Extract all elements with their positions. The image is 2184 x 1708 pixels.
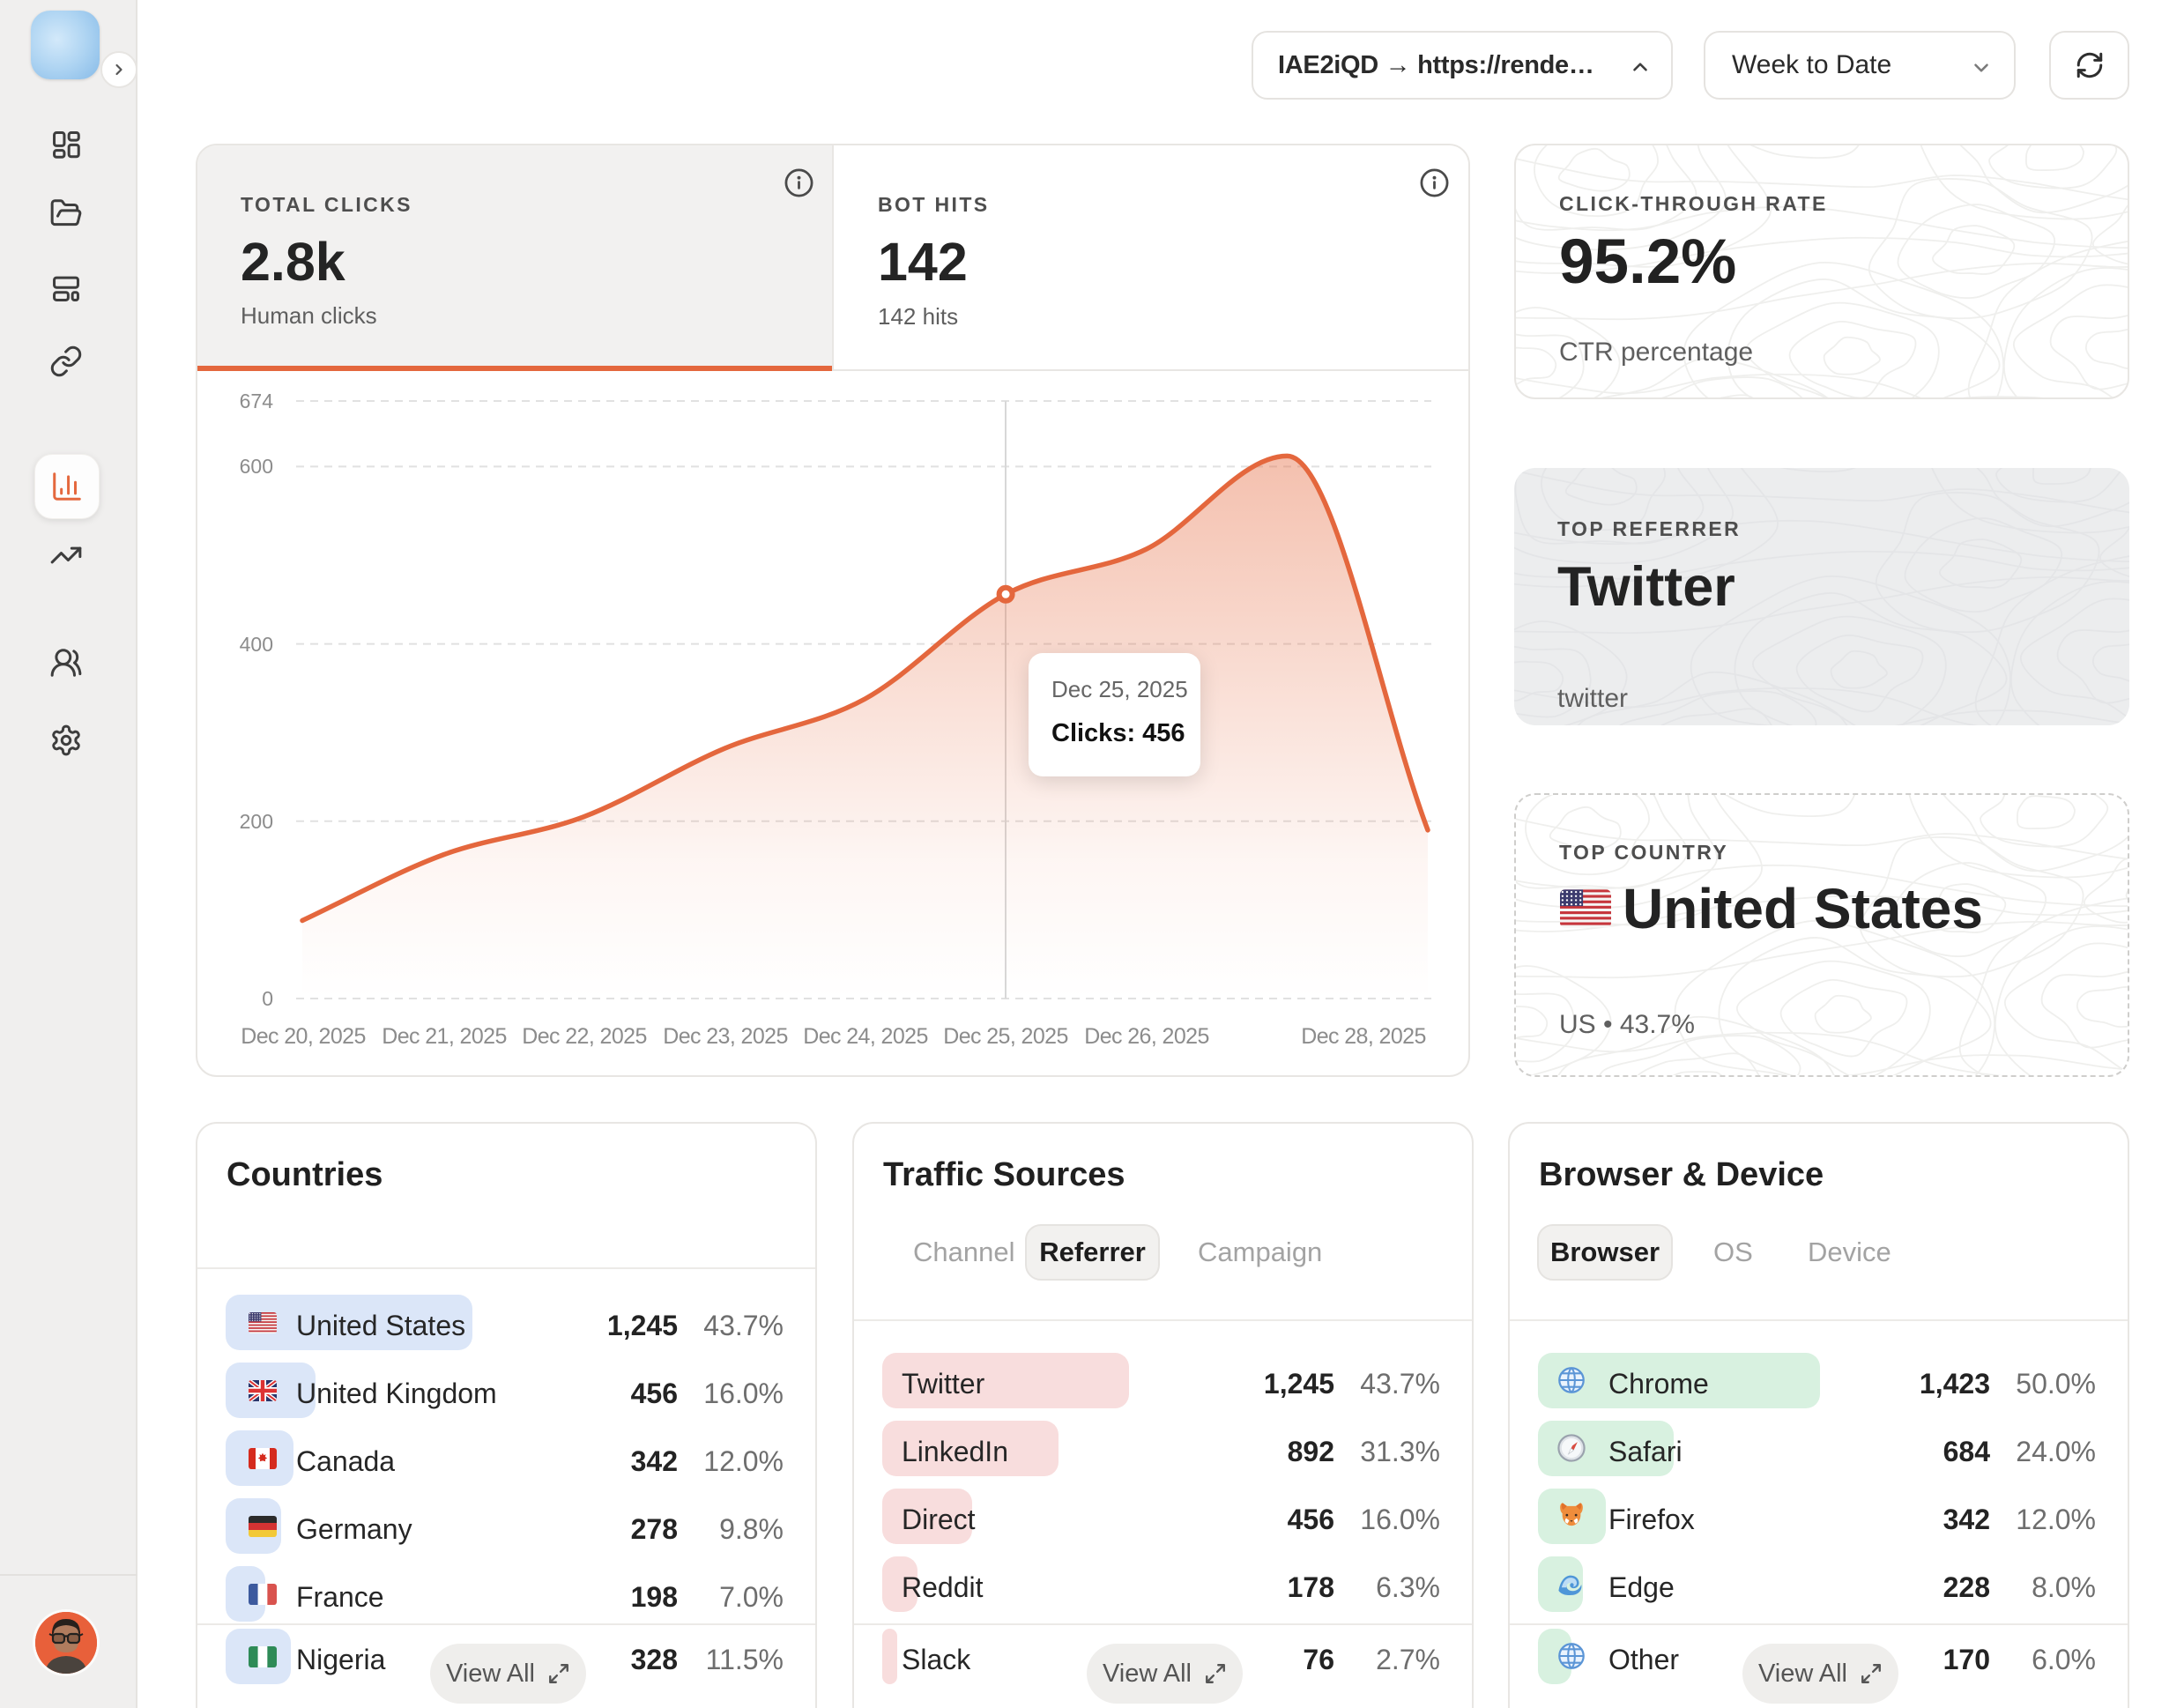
svg-text:Dec 23, 2025: Dec 23, 2025	[663, 1024, 788, 1049]
svg-text:Dec 21, 2025: Dec 21, 2025	[382, 1024, 507, 1049]
svg-text:Dec 25, 2025: Dec 25, 2025	[943, 1024, 1068, 1049]
svg-text:Dec 22, 2025: Dec 22, 2025	[522, 1024, 647, 1049]
svg-text:200: 200	[240, 810, 273, 833]
svg-text:400: 400	[240, 633, 273, 656]
svg-text:Dec 26, 2025: Dec 26, 2025	[1084, 1024, 1209, 1049]
svg-text:674: 674	[240, 390, 274, 412]
svg-text:0: 0	[262, 987, 273, 1010]
svg-text:600: 600	[240, 455, 273, 478]
svg-text:Dec 20, 2025: Dec 20, 2025	[241, 1024, 366, 1049]
svg-text:Dec 24, 2025: Dec 24, 2025	[803, 1024, 928, 1049]
svg-text:Dec 28, 2025: Dec 28, 2025	[1301, 1024, 1426, 1049]
